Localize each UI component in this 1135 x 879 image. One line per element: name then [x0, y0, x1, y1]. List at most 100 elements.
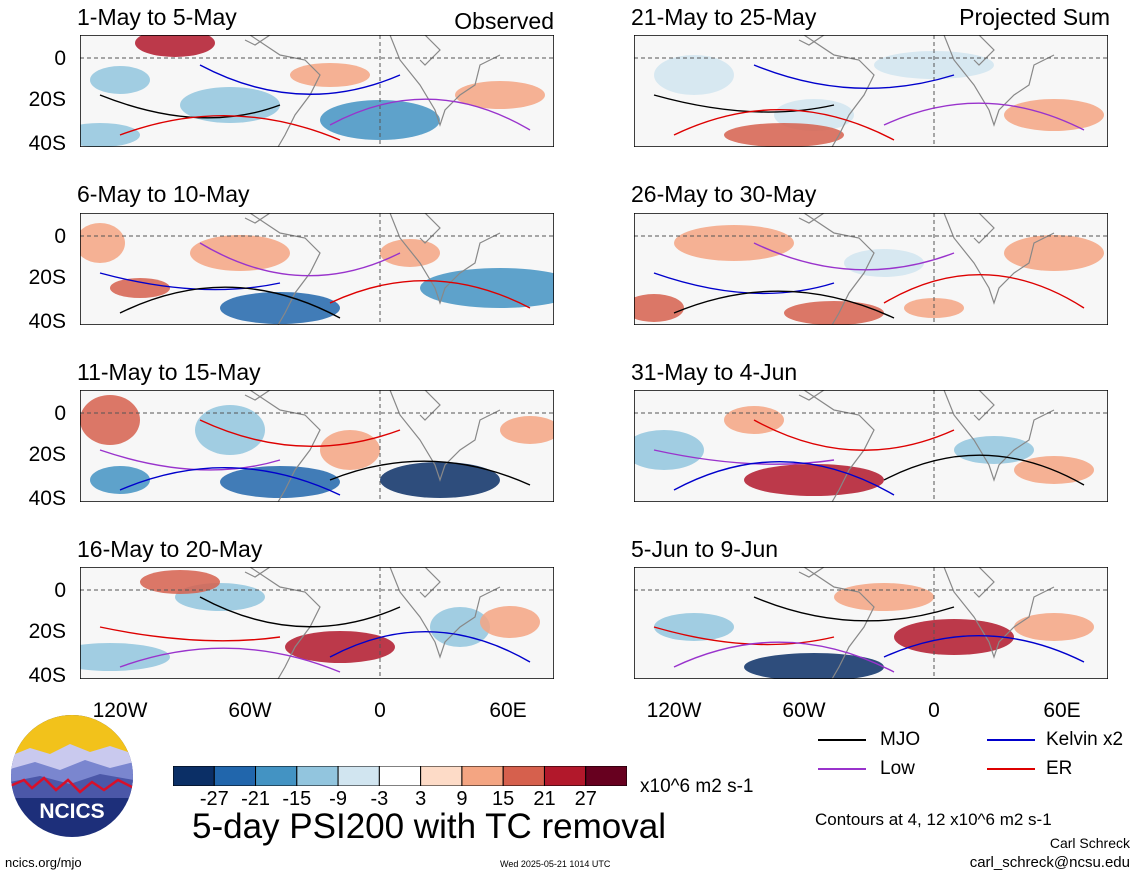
latitude-label: 20S: [28, 620, 66, 643]
legend-label-er: ER: [1046, 758, 1073, 779]
contour-line: [329, 98, 531, 131]
anomaly-shading: [500, 416, 554, 444]
anomaly-shading: [220, 292, 340, 324]
legend-line-er: [987, 768, 1035, 770]
colorbar-tick-label: 3: [415, 788, 427, 810]
colorbar-tick-label: 9: [456, 788, 468, 810]
anomaly-shading: [195, 405, 265, 455]
longitude-label: 60E: [489, 699, 527, 722]
panel-map: [80, 213, 554, 325]
longitude-label: 60W: [228, 699, 272, 722]
colorbar-tick-label: -21: [241, 788, 270, 810]
colorbar-swatch: [461, 766, 504, 786]
anomaly-shading: [784, 301, 884, 325]
colorbar-units: x10^6 m2 s-1: [640, 776, 754, 797]
panel-title: 11-May to 15-May: [77, 359, 261, 385]
contour-note: Contours at 4, 12 x10^6 m2 s-1: [815, 810, 1052, 829]
anomaly-shading: [834, 583, 934, 611]
panel-map: [80, 35, 554, 147]
anomaly-shading: [455, 81, 545, 109]
anomaly-shading: [1004, 99, 1104, 131]
coastline: [798, 390, 1055, 502]
colorbar-swatch: [296, 766, 339, 786]
latitude-label: 0: [54, 579, 66, 602]
longitude-label: 60E: [1043, 699, 1081, 722]
longitude-label: 120W: [646, 699, 702, 722]
projected-label: Projected Sum: [959, 4, 1110, 30]
contour-line: [199, 242, 401, 277]
panel-title: 16-May to 20-May: [77, 536, 263, 562]
anomaly-shading: [420, 268, 554, 308]
legend-line-mjo: [818, 739, 866, 741]
latitude-label: 20S: [28, 88, 66, 111]
coastline: [244, 35, 501, 147]
coastline: [244, 213, 501, 325]
longitude-label: 60W: [782, 699, 826, 722]
anomaly-shading: [110, 278, 170, 298]
colorbar-tick-label: -9: [329, 788, 347, 810]
panel-map: [634, 213, 1108, 325]
anomaly-shading: [844, 249, 924, 277]
colorbar-tick-label: 15: [492, 788, 515, 810]
anomaly-shading: [140, 570, 220, 594]
contour-line: [753, 242, 955, 271]
coastline: [798, 35, 1055, 147]
anomaly-shading: [634, 430, 704, 470]
contour-line: [199, 419, 401, 447]
colorbar-swatch: [173, 766, 215, 786]
anomaly-shading: [954, 436, 1034, 464]
contour-line: [329, 631, 531, 663]
panel-title: 31-May to 4-Jun: [631, 359, 798, 385]
anomaly-shading: [80, 223, 125, 263]
logo-text: NCICS: [39, 800, 104, 823]
panel-title: 21-May to 25-May: [631, 4, 817, 30]
main-title: 5-day PSI200 with TC removal: [192, 807, 667, 846]
anomaly-shading: [744, 653, 884, 679]
anomaly-shading: [285, 631, 395, 663]
colorbar-swatch: [255, 766, 298, 786]
anomaly-shading: [654, 613, 734, 641]
timestamp: Wed 2025-05-21 1014 UTC: [500, 859, 611, 869]
panel-map: [634, 35, 1108, 147]
latitude-label: 20S: [28, 443, 66, 466]
anomaly-shading: [480, 606, 540, 638]
contour-line: [883, 634, 1085, 663]
anomaly-shading: [80, 643, 170, 671]
contour-line: [753, 419, 955, 451]
anomaly-shading: [674, 225, 794, 261]
latitude-label: 40S: [28, 664, 66, 687]
contour-line: [329, 279, 531, 309]
contour-line: [199, 596, 401, 628]
coastline: [244, 390, 501, 502]
site-link[interactable]: ncics.org/mjo: [5, 855, 82, 870]
contour-line: [673, 641, 895, 673]
anomaly-shading: [380, 239, 440, 267]
coastline: [798, 213, 1055, 325]
contour-line: [329, 460, 531, 486]
contour-line: [119, 115, 341, 141]
colorbar-swatch: [502, 766, 545, 786]
anomaly-shading: [320, 430, 380, 470]
contour-line: [99, 626, 281, 642]
colorbar-tick-label: 21: [533, 788, 556, 810]
author-email: carl_schreck@ncsu.edu: [969, 854, 1130, 871]
coastline: [244, 567, 501, 679]
anomaly-shading: [744, 464, 884, 496]
contour-line: [119, 286, 341, 319]
panel-map: [634, 567, 1108, 679]
legend-label-mjo: MJO: [880, 729, 921, 750]
colorbar-swatch: [420, 766, 463, 786]
colorbar-tick-label: -27: [199, 788, 229, 810]
contour-line: [673, 109, 895, 141]
latitude-label: 0: [54, 402, 66, 425]
contour-line: [119, 647, 341, 673]
latitude-label: 0: [54, 47, 66, 70]
colorbar-tick-label: 27: [574, 788, 597, 810]
latitude-label: 40S: [28, 310, 66, 333]
colorbar-swatch: [585, 766, 627, 786]
anomaly-shading: [190, 235, 290, 271]
anomaly-shading: [1014, 613, 1094, 641]
contour-line: [883, 454, 1085, 486]
panel-title: 26-May to 30-May: [631, 181, 817, 207]
legend-line-kelvin: [987, 739, 1035, 741]
